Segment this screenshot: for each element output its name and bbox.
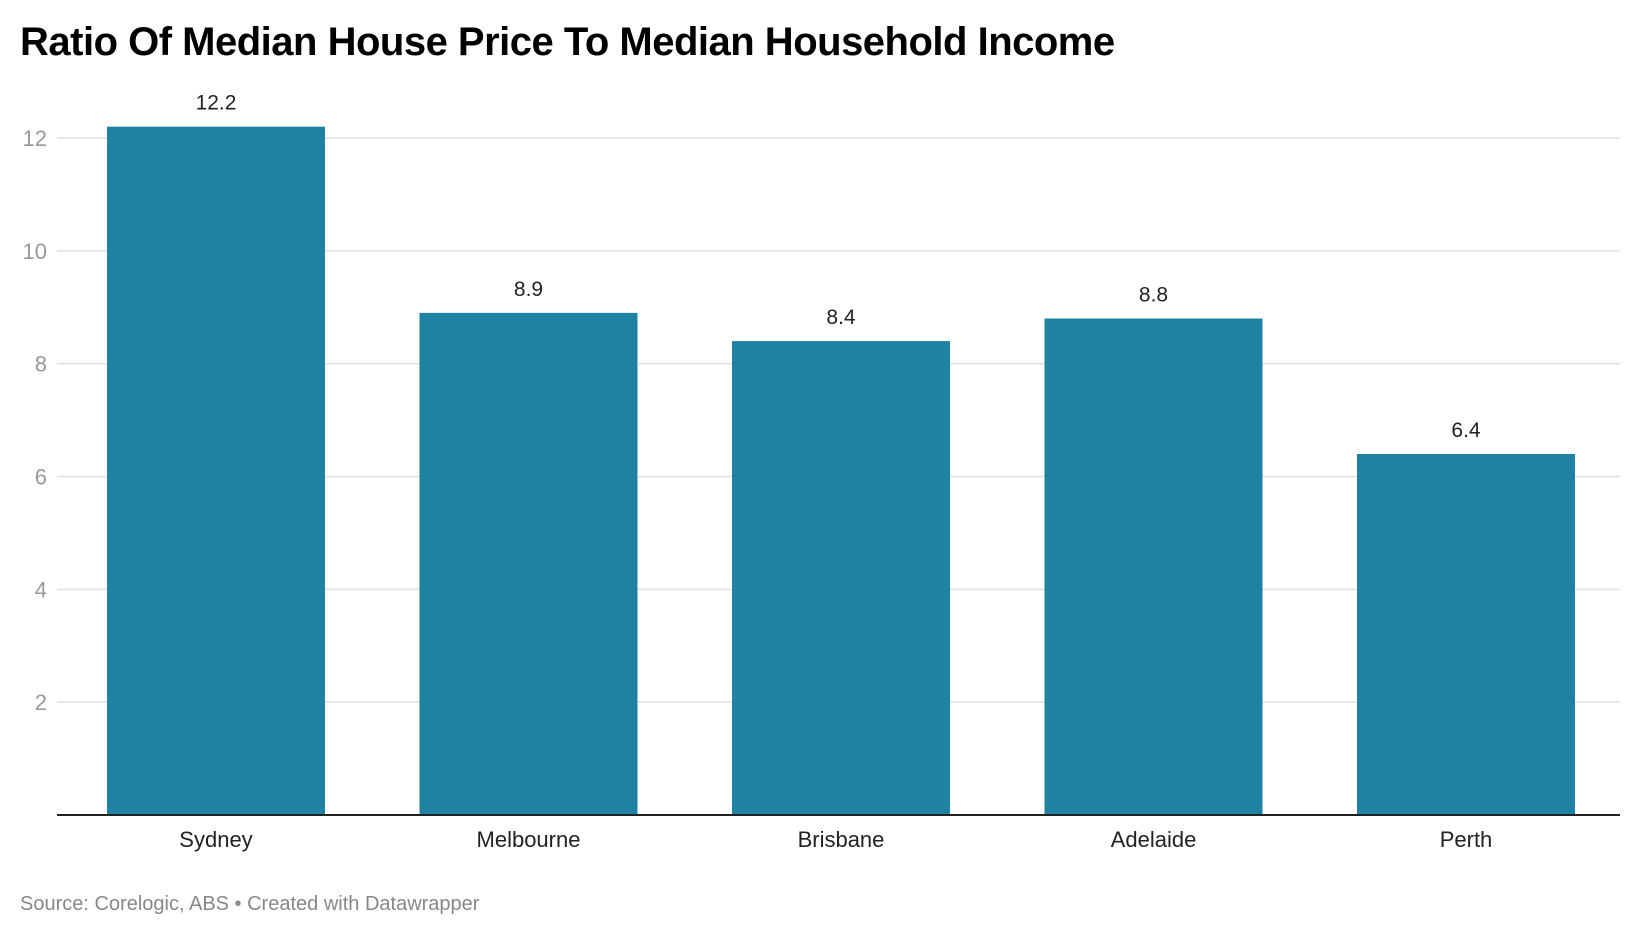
y-tick-label: 12 <box>23 126 47 151</box>
bar-brisbane <box>732 341 950 815</box>
x-tick-label: Adelaide <box>1111 827 1197 852</box>
chart-title: Ratio Of Median House Price To Median Ho… <box>20 20 1115 64</box>
y-tick-label: 4 <box>35 577 47 602</box>
value-label: 6.4 <box>1451 419 1481 442</box>
source-note: Source: Corelogic, ABS • Created with Da… <box>20 893 480 915</box>
bar-sydney <box>107 126 325 815</box>
value-label: 8.8 <box>1139 284 1168 307</box>
bar-perth <box>1357 453 1575 815</box>
value-label: 8.4 <box>826 306 856 329</box>
x-tick-label: Melbourne <box>477 827 581 852</box>
value-label: 8.9 <box>514 278 543 301</box>
x-tick-label: Brisbane <box>798 827 885 852</box>
x-tick-label: Sydney <box>179 827 252 852</box>
value-label: 12.2 <box>196 92 237 115</box>
y-tick-label: 10 <box>23 239 47 264</box>
y-tick-label: 2 <box>35 690 47 715</box>
x-tick-label: Perth <box>1440 827 1493 852</box>
y-tick-label: 8 <box>35 352 47 377</box>
y-tick-label: 6 <box>35 465 47 490</box>
bar-adelaide <box>1044 318 1263 815</box>
bar-melbourne <box>419 312 638 815</box>
